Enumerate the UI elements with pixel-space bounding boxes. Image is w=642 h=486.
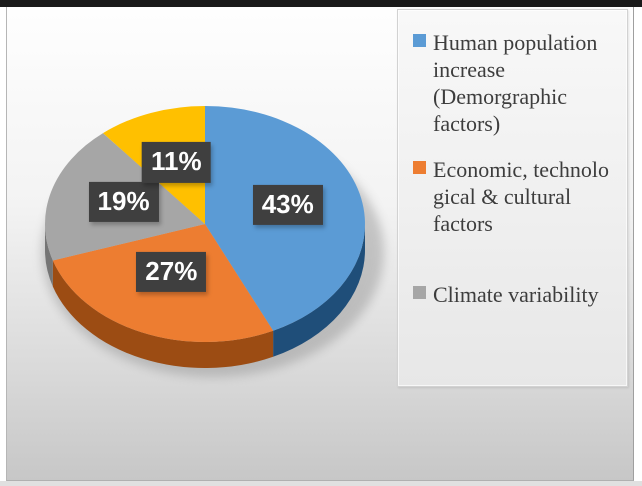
bottom-strip xyxy=(0,481,642,486)
legend-item: Economic, technolo gical & cultural fact… xyxy=(413,156,625,237)
legend-item: Human population increase (Demorgraphic … xyxy=(413,29,625,137)
legend-swatch-icon xyxy=(413,34,426,47)
pie-data-label: 43% xyxy=(252,185,323,226)
top-bar xyxy=(0,0,642,7)
legend-item: Climate variability xyxy=(413,281,625,308)
pie-data-label: 19% xyxy=(88,181,159,222)
pie-data-label: 27% xyxy=(136,252,207,293)
chart-legend: Human population increase (Demorgraphic … xyxy=(397,9,628,387)
legend-item-label: Economic, technolo gical & cultural fact… xyxy=(433,157,609,236)
legend-item-label: Human population increase (Demorgraphic … xyxy=(433,30,598,136)
legend-item-label: Climate variability xyxy=(433,282,599,307)
legend-swatch-icon xyxy=(413,161,426,174)
pie-data-label: 11% xyxy=(141,142,211,183)
legend-swatch-icon xyxy=(413,286,426,299)
